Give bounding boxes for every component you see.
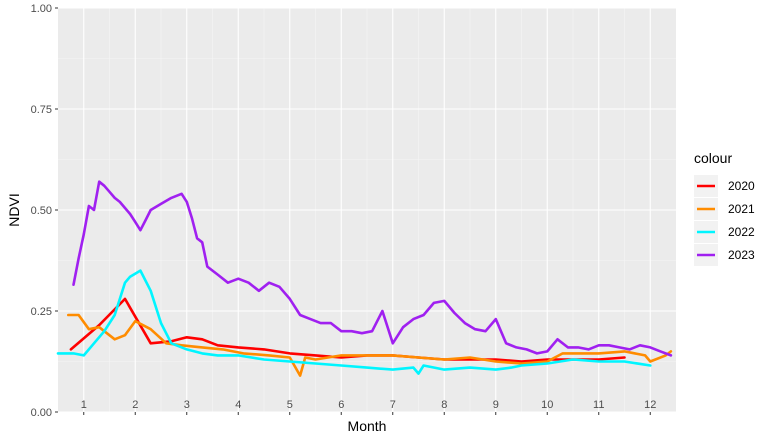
y-tick-label: 0.25 <box>31 306 52 318</box>
legend-label-2022: 2022 <box>728 225 755 239</box>
x-tick-label: 4 <box>235 399 241 411</box>
x-tick-label: 1 <box>81 399 87 411</box>
y-tick-label: 0.75 <box>31 104 52 116</box>
series-line-2022 <box>56 269 652 375</box>
x-tick-label: 3 <box>184 399 190 411</box>
legend-label-2021: 2021 <box>728 202 755 216</box>
y-tick-label: 0.00 <box>31 407 52 419</box>
x-tick-label: 7 <box>390 399 396 411</box>
x-tick-label: 6 <box>338 399 344 411</box>
legend-title: colour <box>694 150 732 166</box>
x-tick-label: 11 <box>593 399 604 411</box>
y-tick-label: 1.00 <box>31 3 52 15</box>
legend-label-2023: 2023 <box>728 248 755 262</box>
legend-label-2020: 2020 <box>728 179 755 193</box>
series-lines <box>56 180 673 377</box>
y-axis-ticks: 0.00 0.25 0.50 0.75 1.00 <box>31 3 58 419</box>
y-axis-title: NDVI <box>6 193 22 226</box>
x-tick-label: 9 <box>493 399 499 411</box>
x-tick-label: 2 <box>132 399 138 411</box>
x-tick-label: 5 <box>287 399 293 411</box>
x-tick-label: 12 <box>644 399 656 411</box>
y-tick-label: 0.50 <box>31 205 52 217</box>
legend: colour 2020 2021 2022 2023 <box>694 150 755 266</box>
x-tick-label: 8 <box>441 399 447 411</box>
x-tick-label: 10 <box>541 399 553 411</box>
series-line-2023 <box>72 180 673 357</box>
series-line-2021 <box>67 313 673 377</box>
x-axis-title: Month <box>348 418 387 434</box>
major-gridlines <box>58 7 676 413</box>
x-axis-ticks: 1 2 3 4 5 6 7 8 9 10 11 12 <box>81 399 656 415</box>
